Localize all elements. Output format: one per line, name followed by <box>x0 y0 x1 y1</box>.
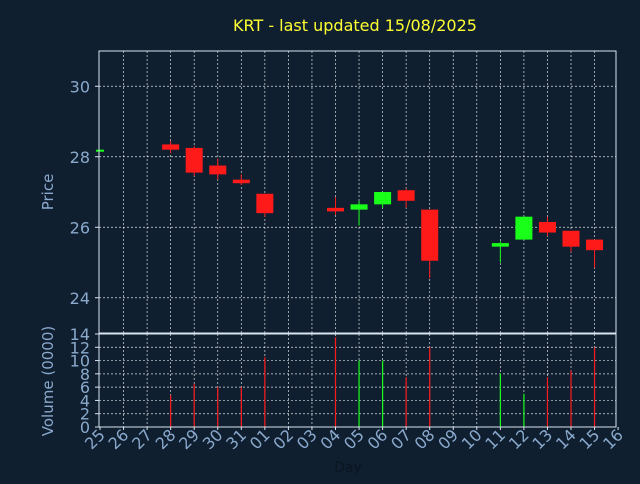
candle-body-05 <box>350 204 368 210</box>
candle-body-01 <box>256 193 274 214</box>
volume-tick-label-6: 6 <box>80 378 90 397</box>
volume-panel-frame <box>98 333 617 428</box>
x-tick-label-16: 16 <box>599 425 627 453</box>
volume-tick-label-2: 2 <box>80 405 90 424</box>
volume-tick-label-8: 8 <box>80 365 90 384</box>
marks-layer <box>96 140 604 427</box>
candle-body-13 <box>538 221 556 233</box>
candle-body-12 <box>515 216 533 240</box>
candle-body-31 <box>232 179 250 184</box>
chart-title: KRT - last updated 15/08/2025 <box>233 16 477 35</box>
price-panel-frame <box>98 50 617 334</box>
candle-body-14 <box>562 230 580 247</box>
candle-body-30 <box>209 165 227 175</box>
volume-tick-label-4: 4 <box>80 391 90 410</box>
price-tick-label-24: 24 <box>70 289 90 308</box>
volume-tick-label-14: 14 <box>70 325 90 344</box>
candle-body-25 <box>96 149 104 152</box>
x-axis-label: Day <box>334 460 362 476</box>
candle-body-11 <box>491 243 509 247</box>
grid-layer <box>99 51 616 427</box>
price-axis-label: Price <box>39 174 57 211</box>
volume-tick-label-12: 12 <box>70 338 90 357</box>
price-tick-label-26: 26 <box>70 218 90 237</box>
candle-body-07 <box>397 190 415 201</box>
candle-body-15 <box>586 239 604 251</box>
candle-body-29 <box>185 147 203 173</box>
volume-tick-label-10: 10 <box>70 352 90 371</box>
volume-tick-label-0: 0 <box>80 418 90 437</box>
axes-layer <box>98 50 617 428</box>
price-tick-label-28: 28 <box>70 148 90 167</box>
candle-body-08 <box>421 209 439 261</box>
candle-body-06 <box>374 192 392 205</box>
candle-body-28 <box>162 144 180 150</box>
ticks-layer: 2426283002468101214252627282930310102030… <box>70 77 627 453</box>
candle-body-04 <box>327 207 344 212</box>
volume-axis-label: Volume (0000) <box>39 326 57 436</box>
price-tick-label-30: 30 <box>70 77 90 96</box>
